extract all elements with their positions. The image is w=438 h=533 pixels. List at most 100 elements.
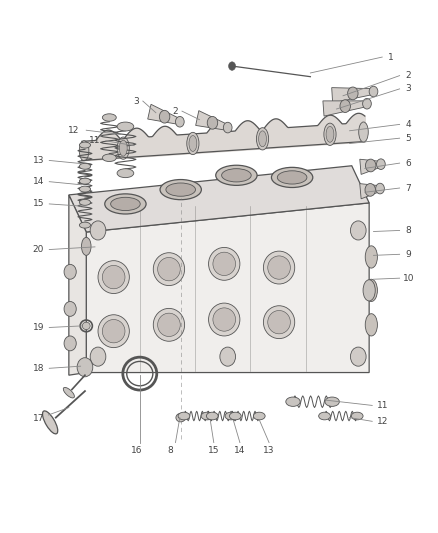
Ellipse shape [187, 132, 199, 155]
Ellipse shape [363, 280, 375, 301]
Ellipse shape [325, 397, 339, 406]
Ellipse shape [82, 322, 90, 329]
Ellipse shape [176, 414, 185, 422]
Ellipse shape [102, 265, 125, 289]
Polygon shape [360, 159, 381, 174]
Ellipse shape [201, 412, 213, 420]
Text: 10: 10 [403, 273, 414, 282]
Ellipse shape [351, 412, 363, 420]
Polygon shape [148, 104, 180, 125]
Circle shape [377, 159, 385, 169]
Ellipse shape [160, 180, 201, 200]
Text: 2: 2 [173, 107, 178, 116]
Circle shape [90, 221, 106, 240]
Text: 1: 1 [388, 53, 394, 62]
Text: 9: 9 [406, 250, 411, 259]
Ellipse shape [208, 247, 240, 280]
Ellipse shape [222, 168, 251, 182]
Ellipse shape [102, 319, 125, 343]
Ellipse shape [79, 142, 91, 148]
Ellipse shape [79, 141, 89, 161]
Ellipse shape [213, 252, 236, 276]
Ellipse shape [253, 412, 265, 420]
Polygon shape [69, 166, 369, 232]
Ellipse shape [178, 412, 190, 420]
Ellipse shape [326, 126, 334, 142]
Ellipse shape [230, 412, 241, 420]
Ellipse shape [319, 412, 330, 420]
Polygon shape [69, 195, 86, 375]
Text: 13: 13 [33, 156, 44, 165]
Ellipse shape [216, 165, 257, 185]
Circle shape [207, 116, 218, 129]
Ellipse shape [359, 122, 368, 142]
Circle shape [223, 122, 232, 133]
Text: 5: 5 [406, 134, 411, 143]
Circle shape [376, 183, 385, 194]
Polygon shape [196, 111, 228, 131]
Text: 14: 14 [33, 177, 44, 186]
Ellipse shape [102, 114, 116, 121]
Text: 19: 19 [33, 323, 44, 332]
Polygon shape [360, 184, 380, 199]
Text: 13: 13 [263, 446, 275, 455]
Ellipse shape [105, 194, 146, 214]
Ellipse shape [263, 251, 295, 284]
Text: 8: 8 [406, 226, 411, 235]
Circle shape [90, 347, 106, 366]
Circle shape [350, 347, 366, 366]
Text: 3: 3 [134, 96, 139, 106]
Ellipse shape [102, 154, 116, 161]
Text: 6: 6 [406, 159, 411, 167]
Circle shape [64, 264, 76, 279]
Ellipse shape [268, 311, 290, 334]
Ellipse shape [272, 167, 313, 188]
Ellipse shape [42, 411, 58, 434]
Circle shape [365, 159, 376, 172]
Text: 12: 12 [67, 126, 79, 135]
Ellipse shape [365, 314, 378, 336]
Ellipse shape [119, 140, 127, 156]
Polygon shape [86, 203, 369, 373]
Text: 18: 18 [33, 364, 44, 373]
Circle shape [340, 100, 350, 112]
Polygon shape [332, 87, 374, 103]
Ellipse shape [79, 163, 91, 169]
Circle shape [350, 221, 366, 240]
Circle shape [64, 302, 76, 317]
Ellipse shape [117, 137, 129, 159]
Ellipse shape [365, 246, 378, 268]
Text: 15: 15 [208, 446, 219, 455]
Text: 11: 11 [89, 136, 101, 146]
Ellipse shape [117, 169, 134, 177]
Ellipse shape [365, 279, 378, 302]
Ellipse shape [277, 171, 307, 184]
Ellipse shape [111, 197, 140, 211]
Ellipse shape [166, 183, 195, 196]
Text: 20: 20 [33, 245, 44, 254]
Circle shape [220, 347, 236, 366]
Circle shape [363, 99, 371, 109]
Text: 17: 17 [33, 414, 44, 423]
Circle shape [159, 110, 170, 123]
Text: 8: 8 [167, 446, 173, 455]
Circle shape [229, 62, 236, 70]
Ellipse shape [64, 387, 74, 398]
Text: 2: 2 [406, 71, 411, 80]
Circle shape [369, 86, 378, 97]
Ellipse shape [324, 123, 336, 146]
Text: 4: 4 [406, 120, 411, 129]
Ellipse shape [206, 412, 218, 420]
Ellipse shape [286, 397, 300, 406]
Ellipse shape [256, 128, 268, 150]
Text: 7: 7 [406, 183, 411, 192]
Ellipse shape [208, 303, 240, 336]
Ellipse shape [213, 308, 236, 331]
Ellipse shape [268, 256, 290, 279]
Text: 3: 3 [406, 84, 411, 93]
Text: 12: 12 [377, 417, 388, 426]
Ellipse shape [263, 306, 295, 338]
Circle shape [77, 358, 93, 377]
Circle shape [176, 116, 184, 127]
Ellipse shape [189, 135, 197, 151]
